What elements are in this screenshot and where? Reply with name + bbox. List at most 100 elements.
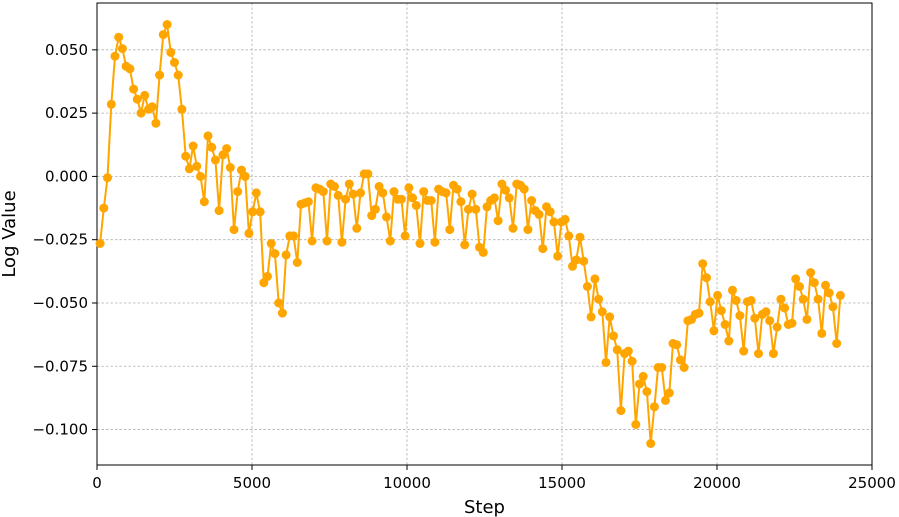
data-point: [322, 236, 332, 246]
data-point: [199, 197, 209, 207]
data-point: [266, 239, 276, 248]
data-point: [445, 225, 455, 235]
data-point: [835, 290, 845, 300]
x-tick-label: 0: [92, 474, 102, 492]
x-tick-label: 15000: [538, 474, 586, 492]
data-point: [750, 313, 760, 323]
data-point: [508, 223, 518, 233]
data-point: [192, 161, 202, 171]
data-point: [378, 188, 388, 198]
data-point: [125, 64, 135, 74]
data-point: [657, 363, 667, 372]
data-point: [571, 255, 581, 265]
data-point: [263, 271, 272, 281]
data-point: [248, 207, 258, 217]
x-tick-label: 20000: [693, 474, 741, 492]
data-point: [661, 395, 670, 405]
data-point: [795, 282, 804, 291]
data-point: [821, 280, 830, 290]
data-point: [635, 379, 644, 389]
data-point: [155, 70, 165, 80]
y-tick-label: −0.075: [32, 357, 88, 375]
data-point: [638, 371, 648, 381]
y-tick-label: 0.050: [45, 41, 88, 59]
data-point: [140, 90, 150, 100]
data-point: [731, 296, 741, 305]
data-point: [538, 244, 548, 254]
data-point: [694, 308, 704, 318]
data-point: [404, 183, 414, 193]
data-point: [623, 346, 633, 356]
data-point: [504, 193, 514, 203]
data-point: [452, 184, 462, 194]
data-point: [560, 214, 570, 224]
y-tick-label: −0.025: [32, 231, 88, 249]
data-point: [389, 187, 399, 197]
data-point: [214, 206, 224, 216]
data-point: [303, 197, 313, 207]
data-point: [765, 316, 775, 326]
series-line: [99, 23, 842, 445]
data-point: [791, 274, 801, 284]
data-point: [99, 203, 109, 213]
data-point: [277, 308, 287, 318]
data-point: [523, 225, 533, 235]
data-point: [828, 302, 838, 312]
y-axis-ticks: −0.100 −0.075 −0.050 −0.025 0.000 0.025 0.050: [32, 41, 97, 439]
data-point: [489, 193, 499, 203]
y-tick-label: 0.025: [45, 104, 88, 122]
data-point: [493, 216, 503, 226]
data-point: [787, 318, 797, 328]
x-tick-label: 25000: [848, 474, 896, 492]
data-point: [348, 189, 358, 199]
data-point: [768, 349, 778, 359]
data-point: [341, 194, 351, 204]
data-point: [356, 188, 365, 198]
data-point: [590, 274, 600, 284]
data-point: [274, 298, 284, 308]
data-point: [471, 204, 481, 214]
data-point: [605, 312, 615, 322]
data-point: [408, 193, 418, 203]
data-point: [151, 118, 161, 128]
data-point: [586, 312, 596, 322]
data-point: [549, 217, 559, 227]
data-point: [553, 251, 563, 261]
data-point: [330, 182, 339, 191]
data-point: [832, 339, 842, 348]
data-point: [467, 189, 477, 199]
y-tick-label: −0.100: [32, 421, 88, 439]
data-point: [240, 171, 250, 181]
data-point: [627, 356, 637, 366]
data-point: [594, 294, 604, 304]
x-tick-label: 5000: [233, 474, 271, 492]
data-point: [382, 212, 391, 222]
data-point: [478, 247, 488, 257]
y-axis-label: Log Value: [0, 190, 20, 277]
data-point: [798, 294, 808, 304]
data-point: [709, 326, 719, 336]
data-point: [177, 104, 187, 114]
plot-area-frame: [96, 2, 873, 466]
data-point: [170, 58, 179, 67]
data-point: [642, 387, 652, 397]
x-axis-ticks: 0 5000 10000 15000 20000 25000: [92, 465, 896, 492]
data-point: [363, 169, 373, 179]
data-point: [114, 32, 124, 42]
data-point: [344, 179, 354, 189]
data-point: [705, 297, 715, 307]
data-point: [430, 237, 440, 247]
data-point: [824, 288, 834, 298]
data-point: [419, 187, 429, 197]
data-point: [95, 239, 105, 248]
data-point: [411, 201, 421, 210]
data-point: [136, 108, 146, 118]
data-point: [817, 328, 827, 338]
data-point: [166, 47, 176, 57]
data-point: [106, 99, 116, 109]
data-point: [720, 320, 730, 329]
x-tick-label: 10000: [383, 474, 431, 492]
data-point: [110, 51, 120, 61]
data-point: [307, 236, 317, 246]
data-point: [809, 278, 819, 288]
